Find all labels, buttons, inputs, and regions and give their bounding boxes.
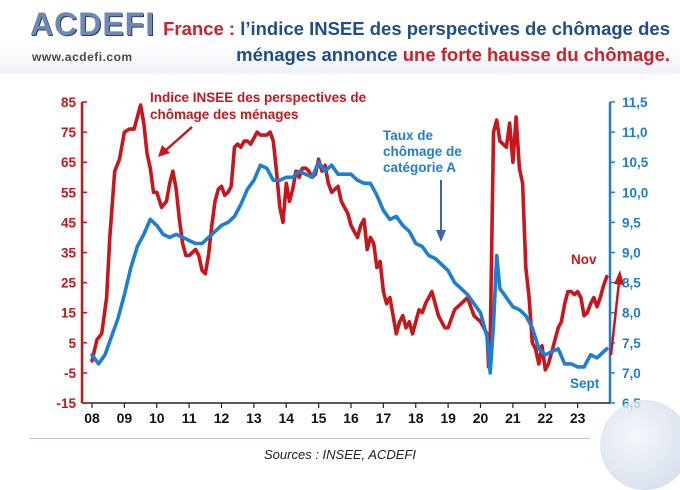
x-tick-label: 09 — [117, 410, 133, 426]
left-tick-label: 25 — [61, 276, 77, 291]
left-tick-label: -15 — [56, 396, 76, 411]
left-tick-label: 45 — [61, 215, 77, 230]
title-country: France : — [163, 18, 241, 39]
globe-decoration — [600, 400, 680, 490]
x-tick-label: 14 — [278, 410, 294, 426]
red-label-arrowhead — [158, 145, 170, 157]
blue-series-line — [90, 160, 609, 375]
red-series-label-2: chômage des ménages — [150, 107, 299, 122]
chart-canvas: 85 75 65 55 45 35 25 15 5 -5 -15 11,5 11,0 10,5 10,0 9,… — [56, 90, 649, 426]
annotations-group: Indice INSEE des perspectives de chômage … — [150, 90, 624, 391]
right-tick-label: 7,0 — [622, 366, 641, 381]
left-tick-label: 75 — [61, 125, 77, 140]
left-tick-label: 15 — [61, 306, 77, 321]
chart-title: France : l’indice INSEE des perspectives… — [150, 16, 670, 68]
red-series-label-1: Indice INSEE des perspectives de — [150, 90, 367, 105]
right-tick-label: 7,5 — [622, 336, 641, 351]
sept-label: Sept — [570, 376, 600, 391]
x-tick-label: 10 — [149, 410, 165, 426]
bottom-rule — [30, 438, 590, 439]
left-tick-label: 35 — [61, 246, 77, 261]
left-tick-label: 5 — [68, 336, 76, 351]
left-tick-label: -5 — [64, 366, 76, 381]
source-note: Sources : INSEE, ACDEFI — [264, 447, 416, 462]
title-highlight: une forte hausse du chômage. — [402, 44, 670, 65]
blue-series-label-1: Taux de — [383, 128, 434, 143]
left-tick-label: 85 — [61, 95, 77, 110]
acdefi-logo: ACDEFI www.acdefi.com — [28, 6, 156, 70]
x-tick-label: 19 — [440, 410, 456, 426]
x-tick-label: 17 — [376, 410, 392, 426]
right-tick-label: 8,5 — [622, 276, 641, 291]
x-tick-label: 18 — [408, 410, 424, 426]
right-tick-label: 8,0 — [622, 306, 641, 321]
left-tick-label: 65 — [61, 155, 77, 170]
red-series-line — [90, 103, 609, 372]
logo-url: www.acdefi.com — [32, 50, 133, 64]
right-tick-label: 10,0 — [622, 185, 648, 200]
right-tick-label: 11,0 — [622, 125, 648, 140]
right-tick-label: 10,5 — [622, 155, 649, 170]
blue-series-label-2: chômage de — [383, 144, 462, 159]
trend-arrow — [609, 281, 621, 356]
x-tick-label: 16 — [343, 410, 359, 426]
right-tick-label: 11,5 — [622, 95, 648, 110]
title-text-1: l’indice INSEE des perspectives de chôma… — [240, 18, 670, 39]
red-label-arrow — [165, 126, 193, 151]
x-tick-label: 11 — [182, 410, 197, 426]
x-tick-label: 23 — [570, 410, 586, 426]
blue-label-arrowhead — [436, 230, 446, 242]
title-text-2: ménages annonce — [236, 44, 403, 65]
right-tick-label: 9,0 — [622, 246, 641, 261]
logo-wordmark: ACDEFI — [30, 6, 156, 42]
x-tick-label: 13 — [246, 410, 262, 426]
x-tick-label: 21 — [505, 410, 521, 426]
x-tick-label: 12 — [214, 410, 230, 426]
nov-label: Nov — [571, 252, 597, 267]
x-tick-label: 20 — [473, 410, 489, 426]
right-tick-label: 9,5 — [622, 215, 641, 230]
header-band — [0, 0, 680, 74]
x-tick-label: 08 — [84, 410, 100, 426]
x-tick-label: 15 — [311, 410, 327, 426]
left-tick-label: 55 — [61, 185, 77, 200]
series-group — [90, 103, 609, 375]
blue-series-label-3: catégorie A — [383, 160, 456, 175]
trend-arrowhead — [614, 270, 624, 285]
x-tick-label: 22 — [537, 410, 553, 426]
